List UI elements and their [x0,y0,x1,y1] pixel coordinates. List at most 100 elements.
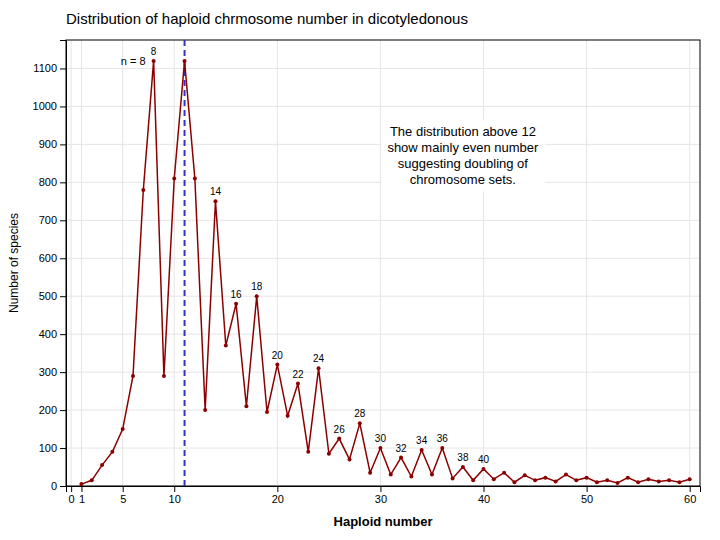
series-point [79,482,83,486]
y-tick: 900 [39,138,66,150]
x-tick: 50 [581,486,593,505]
point-label: 32 [395,443,407,454]
y-tick-mark [60,296,66,297]
plot-frame [66,40,700,486]
grid-line-y [66,372,700,373]
grid-line-y [66,258,700,259]
series-point [440,446,444,450]
series-point [605,478,609,482]
y-axis-title: Number of species [7,213,21,313]
y-tick-mark [60,372,66,373]
x-tick: 20 [272,486,284,505]
reference-line [184,40,186,486]
series-point [554,479,558,483]
series-point [533,478,537,482]
y-tick-label: 100 [39,442,57,454]
y-axis-line [60,41,67,487]
series-point [100,463,104,467]
series-point [172,177,176,181]
x-tick-label: 1 [79,493,85,505]
series-point [358,421,362,425]
y-axis: 010020030040050060070080090010001100 [33,41,67,493]
point-label: 8 [151,46,157,57]
series-point [451,476,455,480]
series-point [543,476,547,480]
series-point [162,374,166,378]
x-axis: 01 5 10 20 30 40 50 60 [67,486,701,505]
annotation: n = 8 [121,55,146,67]
point-label: 22 [292,369,304,380]
y-tick-label: 1000 [33,100,57,112]
point-label: 38 [457,452,469,463]
series-point [296,382,300,386]
y-tick: 400 [39,328,66,340]
y-tick-mark [60,144,66,145]
series-point [636,480,640,484]
series-point [471,478,475,482]
x-tick-label: 20 [272,493,284,505]
y-tick: 200 [39,404,66,416]
grid-line-y [66,448,700,449]
series-point [131,374,135,378]
plot-area: 01 5 10 20 30 40 50 600 100 200 300 400 500 600 700 800… [33,40,701,505]
x-tick: 1 [79,486,85,505]
series-point [667,478,671,482]
point-label: 30 [375,433,387,444]
series-point [347,457,351,461]
grid-line-y [66,106,700,107]
x-tick: 10 [169,486,181,505]
series-point [317,366,321,370]
x-tick-label: 30 [375,493,387,505]
x-tick-label: 5 [120,493,126,505]
y-tick: 300 [39,366,66,378]
series-point [502,471,506,475]
grid-line-y [66,410,700,411]
y-tick: 600 [39,252,66,264]
grid-line-y [66,220,700,221]
x-tick-label: 60 [684,493,696,505]
point-labels: 81416182022242628303234363840 [151,46,490,465]
series-point [688,477,692,481]
annotation-line: suggesting doubling of [398,156,528,171]
x-tick-mark [174,486,175,492]
series-point [657,479,661,483]
series-point [389,473,393,477]
y-tick-label: 300 [39,366,57,378]
x-tick-label: 50 [581,493,593,505]
series-point [399,456,403,460]
series-point [492,477,496,481]
series-point [574,478,578,482]
series-point [564,473,568,477]
y-tick-mark [60,106,66,107]
x-tick-label: 10 [169,493,181,505]
series-point [677,480,681,484]
chart: 01 5 10 20 30 40 50 600 100 200 300 400 500 600 700 800… [0,0,720,540]
grid-line-y [66,334,700,335]
series-point [420,448,424,452]
y-tick: 800 [39,176,66,188]
y-tick-mark [60,258,66,259]
y-tick-label: 800 [39,176,57,188]
y-tick-label: 900 [39,138,57,150]
annotation-box [381,120,545,191]
x-tick-label: 0 [69,493,75,505]
series-point [368,471,372,475]
series-point [193,177,197,181]
y-tick: 500 [39,290,66,302]
y-tick: 700 [39,214,66,226]
x-tick: 30 [375,486,387,505]
y-tick-label: 1100 [33,62,57,74]
point-label: 34 [416,435,428,446]
x-tick-mark [277,486,278,492]
series-point [121,427,125,431]
series-point [275,363,279,367]
y-tick-label: 500 [39,290,57,302]
point-label: 40 [478,454,490,465]
y-tick-label: 400 [39,328,57,340]
series-point [327,452,331,456]
x-tick-mark [484,486,485,492]
x-axis-title: Haploid number [334,514,433,529]
x-tick: 40 [478,486,490,505]
point-label: 26 [334,424,346,435]
x-tick-mark [587,486,588,492]
